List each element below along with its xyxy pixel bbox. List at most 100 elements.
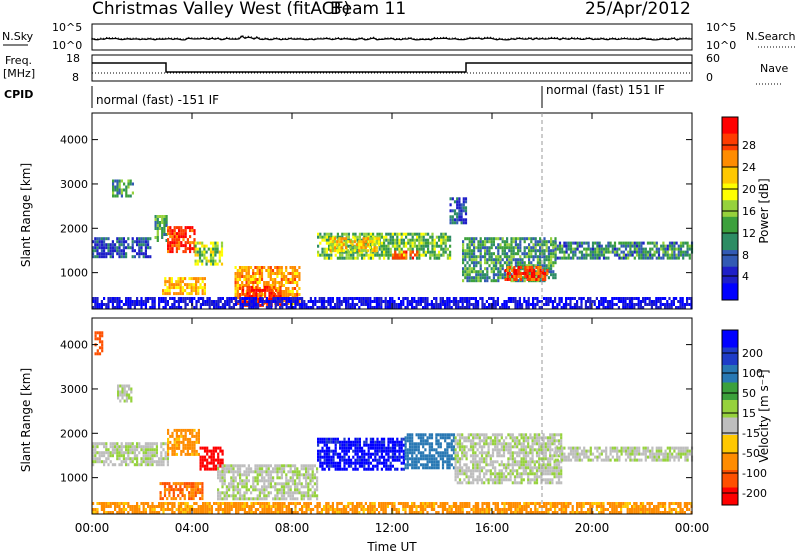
data-cell — [373, 249, 376, 253]
data-cell — [439, 300, 442, 303]
data-cell — [422, 445, 425, 449]
data-cell — [448, 300, 451, 303]
data-cell — [169, 229, 172, 233]
data-cell — [291, 290, 294, 293]
data-cell — [494, 300, 497, 303]
data-cell — [173, 452, 176, 456]
data-cell — [109, 445, 112, 449]
data-cell — [374, 455, 377, 459]
data-cell — [94, 448, 97, 452]
data-cell — [640, 244, 643, 248]
data-cell — [552, 264, 555, 268]
data-cell — [551, 306, 554, 309]
data-cell — [319, 440, 322, 444]
data-cell — [479, 297, 482, 300]
data-cell — [533, 269, 536, 272]
data-cell — [475, 273, 478, 277]
data-cell — [456, 475, 459, 479]
data-cell — [411, 445, 414, 449]
data-cell — [356, 449, 359, 453]
data-cell — [537, 272, 540, 275]
data-cell — [98, 246, 101, 250]
data-cell — [492, 276, 495, 280]
freq-line — [92, 62, 692, 73]
data-cell — [221, 449, 224, 453]
data-cell — [261, 297, 264, 300]
data-cell — [270, 288, 273, 292]
data-cell — [107, 237, 110, 241]
data-cell — [305, 482, 308, 486]
data-cell — [328, 247, 331, 251]
data-cell — [194, 241, 197, 245]
data-cell — [339, 446, 342, 450]
data-cell — [372, 253, 375, 257]
data-cell — [490, 255, 493, 259]
data-cell — [460, 206, 463, 210]
data-cell — [199, 458, 202, 462]
data-cell — [179, 485, 182, 489]
data-cell — [144, 240, 147, 244]
data-cell — [545, 255, 548, 259]
data-cell — [435, 436, 438, 440]
data-cell — [386, 306, 389, 309]
data-cell — [517, 246, 520, 250]
data-cell — [494, 442, 497, 446]
data-cell — [201, 253, 204, 257]
data-cell — [545, 267, 548, 271]
data-cell — [622, 303, 625, 306]
data-cell — [441, 454, 445, 458]
data-cell — [497, 270, 500, 274]
data-cell — [234, 476, 237, 480]
data-cell — [524, 460, 528, 464]
data-cell — [454, 475, 457, 479]
data-cell — [330, 455, 333, 459]
data-cell — [120, 188, 123, 192]
data-cell — [321, 238, 324, 242]
data-cell — [144, 237, 147, 241]
data-cell — [545, 297, 548, 300]
data-cell — [191, 449, 194, 453]
data-cell — [256, 488, 259, 492]
data-cell — [488, 258, 491, 262]
data-cell — [290, 306, 293, 309]
data-cell — [408, 303, 411, 306]
data-cell — [449, 238, 452, 242]
data-cell — [131, 243, 134, 247]
data-cell — [276, 281, 279, 284]
data-cell — [385, 247, 388, 251]
data-cell — [550, 258, 553, 262]
data-cell — [278, 497, 281, 501]
data-cell — [155, 445, 158, 449]
data-cell — [170, 280, 173, 284]
data-cell — [505, 466, 508, 470]
data-cell — [508, 266, 512, 269]
data-cell — [361, 446, 364, 450]
data-cell — [424, 300, 427, 303]
data-cell — [351, 243, 354, 247]
data-cell — [96, 442, 99, 446]
data-cell — [243, 485, 246, 489]
data-cell — [492, 300, 495, 303]
data-cell — [167, 232, 170, 236]
data-cell — [163, 485, 167, 489]
data-cell — [530, 278, 534, 281]
data-cell — [358, 437, 361, 441]
data-cell — [374, 253, 377, 257]
data-cell — [223, 467, 226, 471]
data-cell — [426, 297, 429, 300]
data-cell — [483, 460, 486, 464]
data-cell — [140, 252, 143, 256]
data-cell — [280, 467, 283, 471]
data-cell — [127, 182, 130, 186]
data-cell — [494, 475, 497, 479]
data-cell — [554, 253, 557, 257]
data-cell — [406, 433, 409, 437]
data-cell — [289, 479, 292, 483]
data-cell — [103, 297, 106, 300]
data-cell — [331, 243, 334, 247]
data-cell — [158, 306, 161, 309]
data-cell — [437, 460, 440, 464]
data-cell — [387, 232, 390, 236]
data-cell — [427, 244, 430, 248]
data-cell — [331, 246, 334, 250]
